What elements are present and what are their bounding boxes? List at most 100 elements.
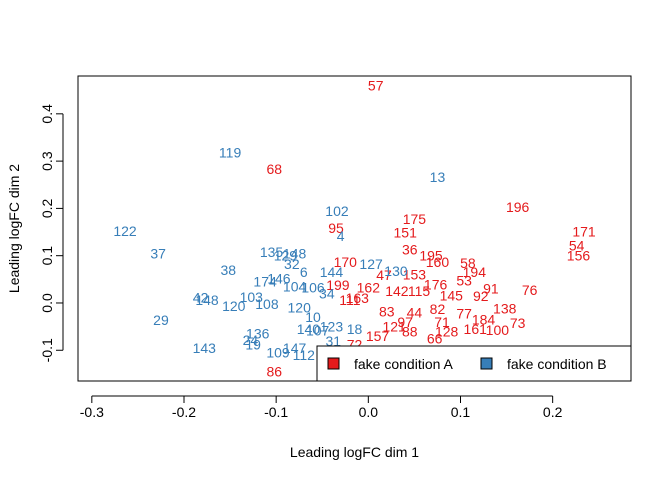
point-label: 127 [359, 256, 383, 272]
point-label: 119 [219, 145, 242, 161]
x-tick-label: 0.0 [359, 404, 379, 420]
y-tick-label: 0.1 [39, 246, 55, 266]
point-label: 121 [382, 319, 406, 335]
point-label: 195 [419, 248, 443, 264]
legend: fake condition A fake condition B [316, 345, 632, 382]
point-label: 148 [195, 292, 219, 308]
point-label: 82 [430, 301, 446, 317]
point-label: 175 [403, 211, 427, 227]
point-label: 128 [435, 323, 459, 339]
point-label: 122 [113, 223, 137, 239]
legend-label: fake condition B [507, 356, 607, 372]
point-label: 151 [394, 225, 418, 241]
point-label: 86 [267, 364, 283, 380]
point-label: 95 [328, 220, 344, 236]
x-tick-label: 0.1 [451, 404, 471, 420]
x-tick-label: 0.2 [543, 404, 563, 420]
y-tick-label: -0.1 [39, 338, 55, 362]
point-label: 146 [267, 270, 291, 286]
point-label: 31 [326, 333, 342, 349]
point-label: 4 [337, 228, 345, 244]
point-label: 66 [427, 330, 443, 346]
point-label: 138 [493, 301, 517, 317]
point-label: 38 [220, 262, 236, 278]
point-label: 58 [460, 255, 476, 271]
point-label: 36 [402, 242, 418, 258]
y-tick-label: 0.2 [39, 198, 55, 218]
point-label: 107 [306, 322, 330, 338]
point-label: 144 [320, 264, 344, 280]
point-label: 115 [408, 283, 431, 299]
point-label: 103 [240, 289, 264, 305]
point-label: 47 [376, 267, 392, 283]
point-label: 24 [243, 332, 259, 348]
legend-label: fake condition A [354, 356, 454, 372]
point-label: 44 [407, 304, 423, 320]
point-label: 68 [267, 161, 283, 177]
point-label: 91 [483, 280, 499, 296]
point-label: 106 [301, 279, 325, 295]
point-label: 112 [293, 347, 316, 363]
x-axis-title: Leading logFC dim 1 [290, 444, 419, 460]
point-label: 148 [283, 245, 307, 261]
point-label: 53 [456, 272, 472, 288]
legend-box [316, 345, 632, 382]
point-label: 71 [434, 314, 450, 330]
point-label: 129 [274, 248, 298, 264]
point-label: 157 [366, 328, 390, 344]
point-label: 19 [245, 337, 261, 353]
point-label: 111 [339, 292, 360, 308]
point-label: 135 [260, 244, 284, 260]
point-label: 88 [402, 323, 418, 339]
point-label: 147 [283, 340, 307, 356]
point-label: 37 [150, 245, 166, 261]
point-label: 136 [246, 326, 270, 342]
y-tick-label: 0.4 [39, 104, 55, 124]
point-label: 108 [255, 296, 279, 312]
x-tick-label: -0.2 [172, 404, 196, 420]
point-label: 32 [284, 256, 300, 272]
point-label: 143 [193, 340, 217, 356]
point-label: 42 [193, 289, 209, 305]
legend-swatch [480, 357, 493, 370]
y-tick-label: 0.3 [39, 151, 55, 171]
point-label: 120 [288, 300, 312, 316]
point-label: 73 [510, 315, 526, 331]
y-axis: -0.1 0.0 0.1 0.2 0.3 0.4 [39, 104, 64, 362]
x-tick-label: -0.1 [264, 404, 288, 420]
point-label: 160 [426, 254, 450, 270]
point-label: 140 [297, 321, 321, 337]
point-label: 142 [385, 283, 409, 299]
x-tick-label: -0.3 [80, 404, 104, 420]
y-axis-title: Leading logFC dim 2 [6, 164, 22, 293]
point-label: 199 [326, 277, 350, 293]
point-label: 83 [379, 303, 395, 319]
y-tick-label: 0.0 [39, 293, 55, 313]
point-label: 109 [266, 345, 290, 361]
point-label: 184 [472, 312, 496, 328]
point-label: 92 [473, 288, 489, 304]
point-label: 10 [305, 309, 321, 325]
point-label: 102 [325, 203, 349, 219]
point-label: 163 [346, 290, 370, 306]
point-label: 18 [347, 321, 363, 337]
point-label: 97 [397, 314, 413, 330]
point-label: 196 [506, 199, 530, 215]
point-label: 145 [440, 287, 464, 303]
point-label: 29 [153, 312, 169, 328]
point-label: 130 [384, 263, 408, 279]
point-label: 153 [403, 267, 427, 283]
point-label: 77 [456, 305, 472, 321]
point-label: 161 [464, 321, 488, 337]
x-axis: -0.3 -0.2 -0.1 0.0 0.1 0.2 [80, 395, 563, 420]
point-label: 104 [283, 278, 307, 294]
point-label: 54 [569, 237, 585, 253]
point-label: 57 [368, 77, 384, 93]
point-label: 13 [430, 169, 446, 185]
point-label: 170 [334, 254, 358, 270]
point-label: 123 [320, 319, 344, 335]
point-label: 162 [357, 279, 381, 295]
point-label: 6 [300, 264, 308, 280]
